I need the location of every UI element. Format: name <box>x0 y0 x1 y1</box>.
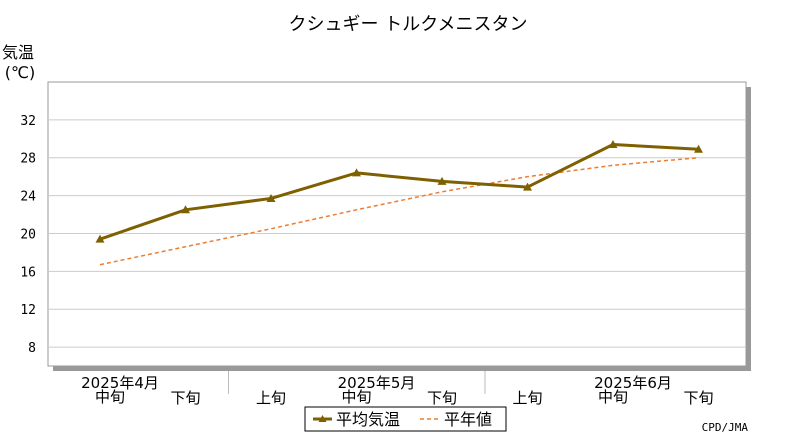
data-point <box>352 168 361 177</box>
y-tick-label: 20 <box>20 227 36 242</box>
x-labels: 中旬 下旬 上旬 中旬 下旬 上旬 中旬 下旬 2025年4月 2025年5月 2025年6月 <box>81 371 714 407</box>
y-tick-label: 28 <box>20 152 36 167</box>
data-point <box>181 205 190 214</box>
data-point <box>694 144 703 153</box>
grid <box>48 119 746 348</box>
credit: CPD/JMA <box>702 421 749 434</box>
series-line-0 <box>99 142 699 241</box>
y-ticks: 8 12 16 20 24 28 32 <box>20 114 36 356</box>
series-line-1 <box>99 156 699 266</box>
chart-title: クシュギー トルクメニスタン <box>288 14 527 35</box>
series-layer <box>95 139 703 266</box>
data-point <box>608 139 618 148</box>
data-point <box>95 234 105 243</box>
y-tick-label: 8 <box>28 341 36 356</box>
x-tick-label: 下旬 <box>683 389 713 407</box>
y-axis-label: 気温 <box>2 43 34 62</box>
x-month-label: 2025年6月 <box>594 374 672 392</box>
y-tick-label: 32 <box>20 114 36 129</box>
x-tick-label: 中旬 <box>341 388 371 406</box>
x-tick-label: 上旬 <box>512 389 542 407</box>
legend-box <box>304 406 507 432</box>
x-tick-label: 下旬 <box>170 389 200 407</box>
legend-label-normal: 平年値 <box>444 410 492 429</box>
data-point <box>523 182 532 191</box>
legend-label-avg: 平均気温 <box>336 410 400 429</box>
y-tick-label: 16 <box>20 265 36 280</box>
legend: 平均気温 平年値 <box>304 406 507 432</box>
y-tick-label: 12 <box>20 303 36 318</box>
x-tick-label: 下旬 <box>427 389 457 407</box>
legend-marker-avg <box>318 415 327 422</box>
x-tick-label: 中旬 <box>95 388 125 406</box>
x-tick-label: 中旬 <box>598 388 628 406</box>
plot-frame <box>47 81 751 371</box>
y-tick-label: 24 <box>20 190 36 205</box>
x-month-label: 2025年4月 <box>81 374 159 392</box>
data-point <box>266 193 276 202</box>
x-tick-label: 上旬 <box>256 389 286 407</box>
y-axis-unit: (℃) <box>5 63 35 82</box>
x-month-label: 2025年5月 <box>338 374 416 392</box>
data-point <box>437 176 447 185</box>
